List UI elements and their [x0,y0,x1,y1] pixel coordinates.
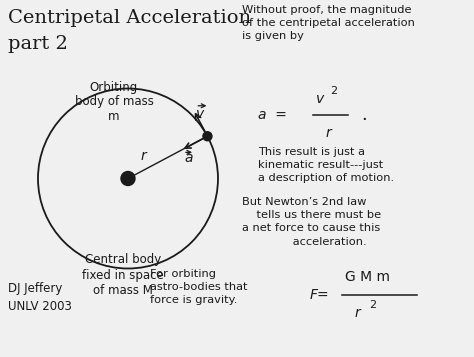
Text: 2: 2 [330,86,337,96]
Text: For orbiting
astro-bodies that
force is gravity.: For orbiting astro-bodies that force is … [150,269,247,305]
Text: a  =: a = [258,108,287,122]
Text: r: r [355,306,361,320]
Circle shape [203,132,212,141]
Text: a: a [184,151,192,165]
Text: DJ Jeffery
UNLV 2003: DJ Jeffery UNLV 2003 [8,282,72,313]
Text: G M m: G M m [345,270,390,284]
Text: 2: 2 [369,300,376,310]
Text: v: v [316,92,324,106]
Text: Central body
fixed in space
of mass M: Central body fixed in space of mass M [82,253,164,297]
Text: Centripetal Acceleration: Centripetal Acceleration [8,9,251,27]
Circle shape [121,171,135,186]
Text: Without proof, the magnitude
of the centripetal acceleration
is given by: Without proof, the magnitude of the cent… [242,5,415,41]
Text: Orbiting
body of mass
m: Orbiting body of mass m [74,80,154,124]
Text: part 2: part 2 [8,35,68,53]
Text: This result is just a
kinematic result---just
a description of motion.: This result is just a kinematic result--… [258,147,394,183]
Text: .: . [361,106,367,124]
Text: r: r [326,126,332,140]
Text: r: r [140,150,146,164]
Text: v: v [196,107,205,121]
Text: But Newton’s 2nd law
    tells us there must be
a net force to cause this
      : But Newton’s 2nd law tells us there must… [242,197,381,247]
Text: F=: F= [310,288,329,302]
